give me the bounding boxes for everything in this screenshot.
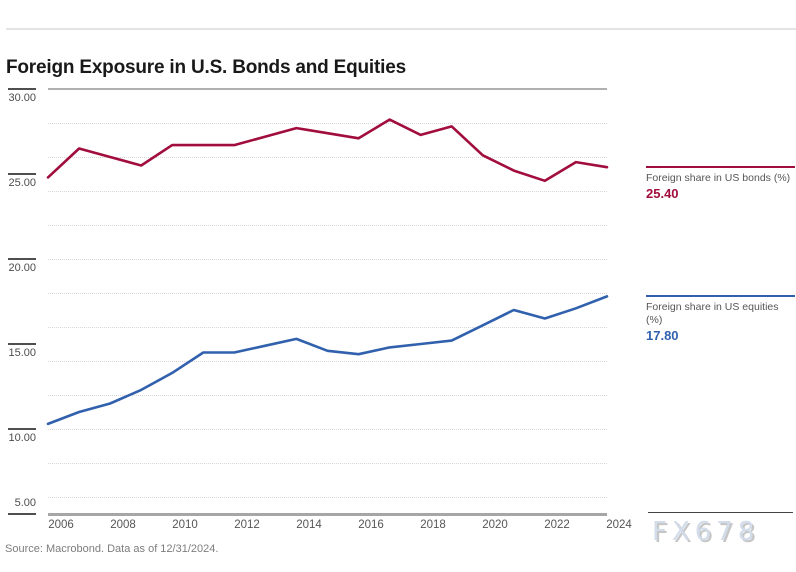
bonds-line (46, 118, 609, 183)
gridline-10 (48, 429, 607, 430)
gridline-8 (48, 463, 607, 464)
gridline-18 (48, 293, 607, 294)
xtick-label-2006: 2006 (48, 519, 74, 531)
plot-area (46, 88, 609, 516)
x-axis-line (48, 513, 607, 516)
source-note: Source: Macrobond. Data as of 12/31/2024… (5, 543, 219, 555)
xtick-label-2024: 2024 (606, 519, 632, 531)
ytick-label-30: 30.00 (8, 92, 36, 104)
watermark-text: FX678 (652, 517, 760, 547)
ytick-label-5: 5.00 (14, 497, 36, 509)
equities-legend-line (646, 295, 795, 298)
xtick-label-2016: 2016 (358, 519, 384, 531)
ytick-label-20: 20.00 (8, 262, 36, 274)
ytick-label-10: 10.00 (8, 432, 36, 444)
ytick-line-10 (8, 428, 36, 430)
bonds-legend-line (646, 166, 795, 169)
bonds-last-value: 25.40 (646, 186, 679, 202)
gridline-20 (48, 259, 607, 260)
ytick-line-15 (8, 343, 36, 345)
series-canvas (46, 118, 609, 426)
xtick-label-2022: 2022 (544, 519, 570, 531)
xtick-label-2020: 2020 (482, 519, 508, 531)
ytick-label-25: 25.00 (8, 177, 36, 189)
ytick-line-30 (8, 88, 36, 90)
ytick-line-20 (8, 258, 36, 260)
equities-last-value: 17.80 (646, 328, 679, 344)
equities-legend-label: Foreign share in US equities (%) (646, 301, 779, 327)
xtick-label-2012: 2012 (234, 519, 260, 531)
xtick-label-2010: 2010 (172, 519, 198, 531)
xtick-label-2018: 2018 (420, 519, 446, 531)
chart-title: Foreign Exposure in U.S. Bonds and Equit… (6, 56, 406, 78)
equities-line (46, 295, 609, 426)
plot-top-border (48, 88, 607, 90)
gridline-24 (48, 191, 607, 192)
gridline-12 (48, 395, 607, 396)
top-divider (6, 28, 796, 30)
gridline-28 (48, 123, 607, 124)
watermark-rule (648, 512, 793, 513)
xtick-label-2014: 2014 (296, 519, 322, 531)
ytick-label-15: 15.00 (8, 347, 36, 359)
gridline-26 (48, 157, 607, 158)
ytick-line-25 (8, 173, 36, 175)
ytick-line-5 (8, 513, 36, 515)
gridline-22 (48, 225, 607, 226)
gridline-14 (48, 361, 607, 362)
bonds-legend-label: Foreign share in US bonds (%) (646, 172, 791, 185)
xtick-label-2008: 2008 (110, 519, 136, 531)
gridline-6 (48, 497, 607, 498)
gridline-16 (48, 327, 607, 328)
